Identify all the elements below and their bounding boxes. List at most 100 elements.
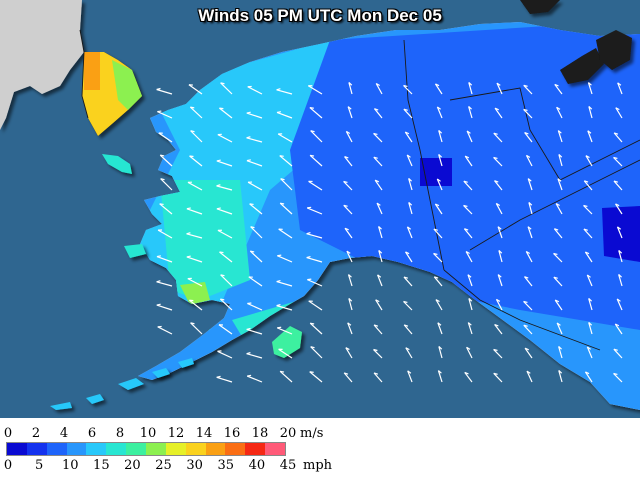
mph-tick-10: 10 bbox=[61, 458, 79, 473]
wind-arrow bbox=[437, 370, 443, 383]
wind-arrow-head bbox=[588, 105, 593, 110]
wind-arrow bbox=[613, 373, 623, 383]
wind-arrow-head bbox=[618, 250, 623, 254]
ms-tick-10: 10 bbox=[139, 426, 157, 441]
wind-arrow bbox=[468, 298, 473, 311]
wind-arrow bbox=[464, 372, 473, 383]
wind-arrow-head bbox=[344, 227, 349, 231]
wind-arrow-head bbox=[523, 84, 528, 87]
wind-arrow bbox=[279, 155, 293, 167]
wind-arrow bbox=[523, 324, 533, 335]
wind-arrow bbox=[186, 208, 203, 215]
wind-arrow bbox=[613, 132, 623, 143]
wind-arrow-head bbox=[558, 153, 563, 158]
wind-arrow-head bbox=[617, 82, 622, 86]
ms-tick-8: 8 bbox=[115, 426, 125, 441]
wind-arrow-head bbox=[435, 203, 440, 207]
wind-arrow bbox=[436, 178, 443, 191]
wind-arrow bbox=[247, 86, 263, 95]
wind-arrow bbox=[344, 227, 353, 239]
wind-arrow-head bbox=[554, 228, 559, 231]
wind-arrow-head bbox=[526, 154, 531, 158]
wind-arrow-head bbox=[493, 372, 498, 375]
wind-arrow bbox=[306, 233, 323, 239]
wind-arrow-head bbox=[373, 132, 378, 136]
wind-arrow bbox=[525, 251, 533, 263]
wind-arrow-head bbox=[276, 111, 282, 114]
wind-arrow bbox=[279, 202, 293, 215]
ms-tick-14: 14 bbox=[195, 426, 213, 441]
wind-arrow-head bbox=[190, 106, 195, 109]
color-swatch-8 bbox=[165, 443, 186, 455]
wind-arrow-head bbox=[347, 106, 352, 110]
wind-arrow bbox=[616, 298, 623, 311]
wind-arrow-head bbox=[435, 83, 440, 87]
wind-arrow-head bbox=[588, 322, 593, 326]
map-panel[interactable]: Winds 05 PM UTC Mon Dec 05 bbox=[0, 0, 640, 418]
wind-arrow bbox=[308, 300, 323, 311]
wind-arrow-head bbox=[277, 326, 282, 329]
wind-arrow-head bbox=[434, 276, 439, 279]
wind-arrow bbox=[557, 130, 563, 143]
wind-arrow bbox=[373, 372, 383, 383]
wind-arrow bbox=[615, 203, 623, 215]
wind-arrow-head bbox=[403, 84, 408, 88]
wind-arrow bbox=[464, 155, 473, 167]
mph-tick-30: 30 bbox=[186, 458, 203, 473]
wind-arrow bbox=[374, 179, 383, 191]
wind-arrow-head bbox=[497, 226, 502, 230]
wind-arrow bbox=[277, 255, 293, 263]
wind-map[interactable] bbox=[0, 0, 640, 418]
color-swatch-4 bbox=[86, 443, 107, 455]
wind-arrow-head bbox=[523, 324, 528, 327]
wind-arrow-head bbox=[408, 178, 412, 182]
wind-arrow-head bbox=[465, 251, 470, 255]
wind-arrow bbox=[348, 82, 353, 95]
wind-arrow bbox=[310, 346, 323, 359]
wind-arrow-head bbox=[463, 204, 468, 208]
color-swatch-2 bbox=[46, 443, 67, 455]
wind-arrow-head bbox=[613, 156, 618, 160]
wind-arrow-head bbox=[345, 347, 350, 351]
wind-arrow bbox=[466, 347, 473, 359]
wind-arrow-head bbox=[309, 371, 314, 373]
wind-arrow-head bbox=[585, 251, 590, 255]
wind-arrow-head bbox=[583, 204, 588, 208]
wind-arrow-head bbox=[160, 178, 165, 181]
wind-arrow-head bbox=[307, 278, 312, 281]
wind-arrow-head bbox=[527, 178, 532, 182]
wind-arrow bbox=[556, 322, 563, 335]
color-scale-bar bbox=[6, 442, 286, 456]
wind-arrow bbox=[494, 324, 503, 335]
wind-arrow bbox=[586, 274, 593, 287]
wind-arrow bbox=[187, 181, 203, 191]
wind-arrow-head bbox=[407, 226, 412, 230]
wind-arrow-head bbox=[437, 106, 441, 110]
ms-tick-16: 16 bbox=[223, 426, 241, 441]
wind-arrow-head bbox=[494, 180, 499, 183]
wind-arrow-head bbox=[348, 81, 353, 86]
wind-arrow bbox=[159, 203, 173, 215]
wind-arrow bbox=[523, 301, 533, 311]
wind-arrow-head bbox=[373, 348, 378, 352]
wind-arrow bbox=[375, 83, 383, 95]
wind-arrow-head bbox=[464, 228, 469, 231]
wind-arrow bbox=[346, 250, 353, 263]
wind-arrow bbox=[588, 106, 593, 119]
wind-arrow-head bbox=[437, 322, 442, 326]
wind-arrow-head bbox=[156, 255, 161, 258]
wind-arrow-head bbox=[280, 202, 285, 205]
wind-arrow bbox=[306, 207, 323, 215]
wind-arrow-head bbox=[190, 130, 195, 133]
wind-arrow bbox=[157, 110, 173, 119]
wind-arrow-head bbox=[160, 154, 165, 157]
wind-arrow-head bbox=[408, 202, 413, 206]
wind-arrow-head bbox=[433, 252, 438, 256]
wind-arrow bbox=[523, 108, 533, 119]
wind-arrow-head bbox=[373, 372, 379, 375]
wind-arrow bbox=[378, 226, 383, 239]
wind-arrow-head bbox=[220, 298, 225, 301]
wind-arrow bbox=[246, 328, 263, 335]
wind-arrow bbox=[407, 370, 413, 383]
wind-arrow-head bbox=[343, 204, 348, 207]
